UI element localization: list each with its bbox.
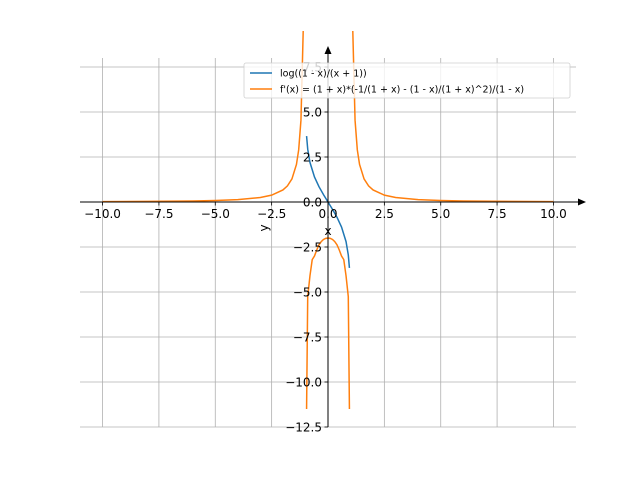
x-tick-label: −2.5 xyxy=(257,207,286,221)
y-axis-arrow xyxy=(324,46,332,54)
x-axis-arrow xyxy=(578,198,586,206)
x-tick-label: −10.0 xyxy=(84,207,121,221)
x-tick-label: −7.5 xyxy=(144,207,173,221)
x-tick-label: 10.0 xyxy=(540,207,567,221)
x-tick-label: 0.0 xyxy=(318,207,337,221)
ticks: −10.0 −7.5 −5.0 −2.5 0.0 2.5 5.0 7.5 10.0 −12.5 −1… xyxy=(84,61,567,435)
x-tick-label: 5.0 xyxy=(431,207,450,221)
legend-entry-log-series: log((1 - x)/(x + 1)) xyxy=(280,69,367,80)
y-axis-label: y xyxy=(257,224,271,231)
axes xyxy=(80,46,586,427)
y-tick-label: −7.5 xyxy=(293,331,322,345)
x-tick-label: 7.5 xyxy=(488,207,507,221)
y-tick-label: −2.5 xyxy=(293,241,322,255)
legend: log((1 - x)/(x + 1)) f'(x) = (1 + x)*(-1… xyxy=(243,62,571,99)
series-line-derivative-segment-2 xyxy=(352,30,554,203)
x-tick-label: 2.5 xyxy=(375,207,394,221)
y-tick-label: −10.0 xyxy=(285,376,322,390)
y-tick-label: −12.5 xyxy=(285,421,322,435)
x-axis-label: x xyxy=(324,224,331,238)
y-tick-label: −5.0 xyxy=(293,286,322,300)
legend-box xyxy=(243,62,571,99)
y-tick-label: 5.0 xyxy=(303,106,322,120)
x-tick-label: −5.0 xyxy=(201,207,230,221)
y-tick-label: 2.5 xyxy=(303,151,322,165)
series-line-derivative-segment-0 xyxy=(102,30,304,203)
legend-entry-derivative-series: f'(x) = (1 + x)*(-1/(1 + x) - (1 - x)/(1… xyxy=(280,85,524,96)
y-tick-label: 0.0 xyxy=(303,196,322,210)
